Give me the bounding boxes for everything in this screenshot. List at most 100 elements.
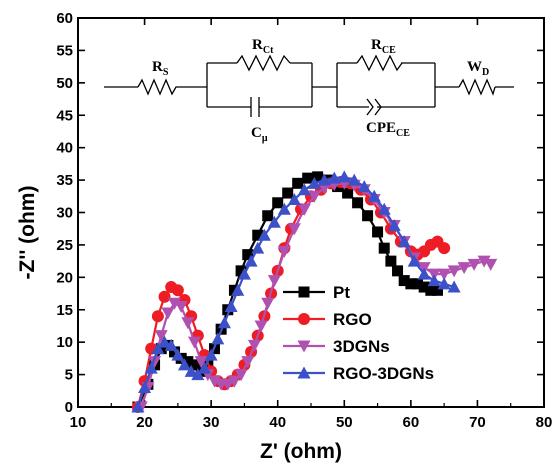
- data-point-pt: [398, 275, 410, 287]
- data-point-pt: [372, 226, 384, 238]
- data-point-rgo-3dgns: [267, 215, 281, 228]
- resistor-rs: [137, 78, 180, 96]
- data-point-rgo-3dgns: [257, 228, 271, 241]
- data-point-rgo-3dgns: [184, 364, 198, 377]
- x-tick-label: 10: [70, 414, 87, 431]
- data-point-3dgns: [254, 320, 268, 333]
- y-tick-label: 50: [56, 75, 73, 92]
- data-point-pt: [272, 197, 284, 209]
- capacitor-cmu: [250, 97, 260, 117]
- y-tick-label: 30: [56, 205, 73, 222]
- data-point-3dgns: [221, 378, 235, 391]
- data-point-3dgns: [457, 262, 471, 275]
- data-point-3dgns: [154, 330, 168, 343]
- data-point-pt: [235, 265, 247, 277]
- y-tick-label: 20: [56, 269, 73, 286]
- data-point-rgo-3dgns: [427, 274, 441, 287]
- data-point-rgo-3dgns: [244, 254, 258, 267]
- data-point-pt: [242, 249, 254, 261]
- x-tick-label: 60: [403, 414, 420, 431]
- data-point-rgo-3dgns: [307, 176, 321, 189]
- y-tick-label: 60: [56, 10, 73, 27]
- legend: Pt RGO 3DGNs RGO-3DGNs: [283, 283, 434, 383]
- data-point-pt: [378, 242, 390, 254]
- legend-label-rgo: RGO: [333, 310, 372, 329]
- y-tick-label: 25: [56, 237, 73, 254]
- legend-label-pt: Pt: [333, 283, 350, 302]
- x-axis-title: Z' (ohm): [260, 440, 342, 463]
- data-point-rgo-3dgns: [158, 335, 172, 348]
- data-point-rgo-3dgns: [407, 254, 421, 267]
- legend-label-rgo-3dgns: RGO-3DGNs: [333, 364, 434, 383]
- data-point-pt: [312, 171, 324, 183]
- data-point-rgo-3dgns: [231, 283, 245, 296]
- data-point-rgo-3dgns: [367, 189, 381, 202]
- data-point-rgo-3dgns: [191, 368, 205, 381]
- data-point-rgo-3dgns: [164, 338, 178, 351]
- data-point-3dgns: [267, 275, 281, 288]
- data-point-3dgns: [437, 268, 451, 281]
- data-point-rgo: [438, 242, 451, 255]
- data-point-3dgns: [207, 375, 221, 388]
- data-point-3dgns: [447, 265, 461, 278]
- data-point-pt: [425, 284, 437, 296]
- data-point-3dgns: [261, 297, 275, 310]
- y-tick-label: 40: [56, 140, 73, 157]
- plot-area: 10 20 30 40 50 60 70 80 0 5 10 15 20 25 30 35 40 45 50 55 60…: [16, 10, 552, 463]
- circuit-label-cpece: CPECE: [366, 120, 410, 139]
- data-point-rgo-3dgns: [151, 342, 165, 355]
- x-tick-label: 30: [203, 414, 220, 431]
- data-point-3dgns: [174, 301, 188, 314]
- resistor-rce: [356, 54, 403, 72]
- legend-label-3dgns: 3DGNs: [333, 337, 390, 356]
- data-point-rgo-3dgns: [347, 173, 361, 186]
- data-point-3dgns: [227, 375, 241, 388]
- data-point-rgo-3dgns: [217, 316, 231, 329]
- y-tick-label: 55: [56, 42, 73, 59]
- data-point-rgo: [171, 284, 184, 297]
- data-point-3dgns: [477, 255, 491, 268]
- data-point-rgo-3dgns: [357, 180, 371, 193]
- data-point-3dgns: [287, 223, 301, 236]
- data-point-rgo-3dgns: [437, 277, 451, 290]
- circuit-label-rs: RS: [152, 59, 169, 78]
- data-point-3dgns: [148, 356, 162, 369]
- data-point-rgo-3dgns: [131, 400, 145, 413]
- data-point-3dgns: [297, 203, 311, 216]
- data-point-pt: [418, 281, 430, 293]
- data-point-rgo-3dgns: [251, 241, 265, 254]
- circuit-label-cmu: Cμ: [251, 125, 268, 144]
- data-point-rgo-3dgns: [144, 361, 158, 374]
- data-point-rgo-3dgns: [224, 300, 238, 313]
- data-point-3dgns: [241, 356, 255, 369]
- y-tick-label: 45: [56, 107, 73, 124]
- data-point-rgo-3dgns: [171, 348, 185, 361]
- data-point-3dgns: [467, 258, 481, 271]
- circuit-label-rct: RCt: [252, 37, 274, 56]
- x-tick-label: 20: [136, 414, 153, 431]
- x-tick-label: 70: [469, 414, 486, 431]
- y-tick-label: 15: [56, 302, 73, 319]
- data-point-pt: [292, 177, 304, 189]
- legend-marker-3dgns: [297, 340, 311, 353]
- y-tick-label: 5: [65, 367, 73, 384]
- data-point-rgo-3dgns: [317, 173, 331, 186]
- data-point-rgo-3dgns: [204, 348, 218, 361]
- data-point-rgo: [158, 290, 171, 303]
- data-point-pt: [262, 210, 274, 222]
- data-point-pt: [392, 265, 404, 277]
- x-tick-label: 50: [336, 414, 353, 431]
- data-point-rgo-3dgns: [277, 202, 291, 215]
- data-point-3dgns: [194, 356, 208, 369]
- data-point-3dgns: [234, 369, 248, 382]
- legend-marker-rgo-3dgns: [297, 366, 311, 379]
- data-point-rgo-3dgns: [197, 361, 211, 374]
- data-point-3dgns: [484, 258, 498, 271]
- data-point-pt: [431, 284, 443, 296]
- data-point-pt: [352, 197, 364, 209]
- data-point-rgo-3dgns: [327, 171, 341, 184]
- circuit-wires: [104, 62, 514, 108]
- circuit-label-wd: WD: [467, 59, 489, 78]
- data-point-3dgns: [307, 190, 321, 203]
